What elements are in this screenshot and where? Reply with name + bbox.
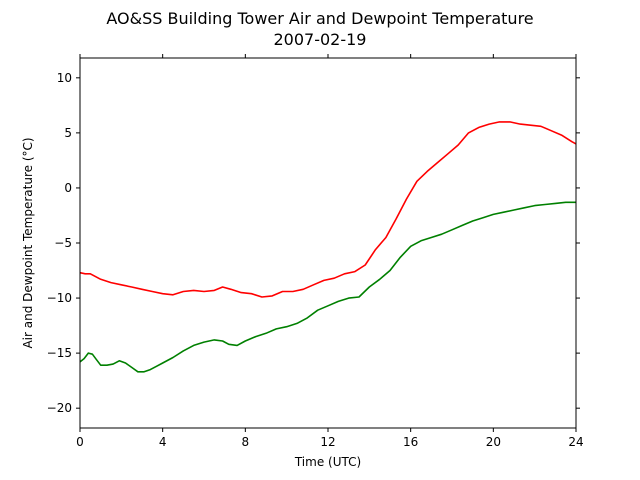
x-tick-label: 16	[403, 435, 418, 449]
y-tick-label: 0	[64, 181, 72, 195]
ticks-layer: 0 4 8 12 16 20 24 −20 −15 −10 −5 0 5 10	[47, 54, 584, 449]
y-tick-label: 5	[64, 126, 72, 140]
x-tick-label: 12	[320, 435, 335, 449]
y-tick-label: −20	[47, 401, 72, 415]
y-tick-label: −15	[47, 346, 72, 360]
y-axis-label: Air and Dewpoint Temperature (°C)	[21, 137, 35, 348]
plot-frame	[79, 57, 577, 429]
y-tick-label: −5	[54, 236, 72, 250]
chart-title: AO&SS Building Tower Air and Dewpoint Te…	[106, 9, 533, 28]
x-tick-label: 0	[76, 435, 84, 449]
x-tick-label: 8	[242, 435, 250, 449]
chart-subtitle: 2007-02-19	[274, 30, 367, 49]
x-axis-label: Time (UTC)	[294, 455, 361, 469]
series-line-1	[79, 201, 576, 373]
series-line-0	[79, 121, 577, 298]
series-layer	[79, 121, 577, 373]
y-tick-label: −10	[47, 291, 72, 305]
x-tick-label: 20	[486, 435, 501, 449]
x-tick-label: 4	[159, 435, 167, 449]
x-tick-label: 24	[568, 435, 583, 449]
y-tick-label: 10	[57, 71, 72, 85]
